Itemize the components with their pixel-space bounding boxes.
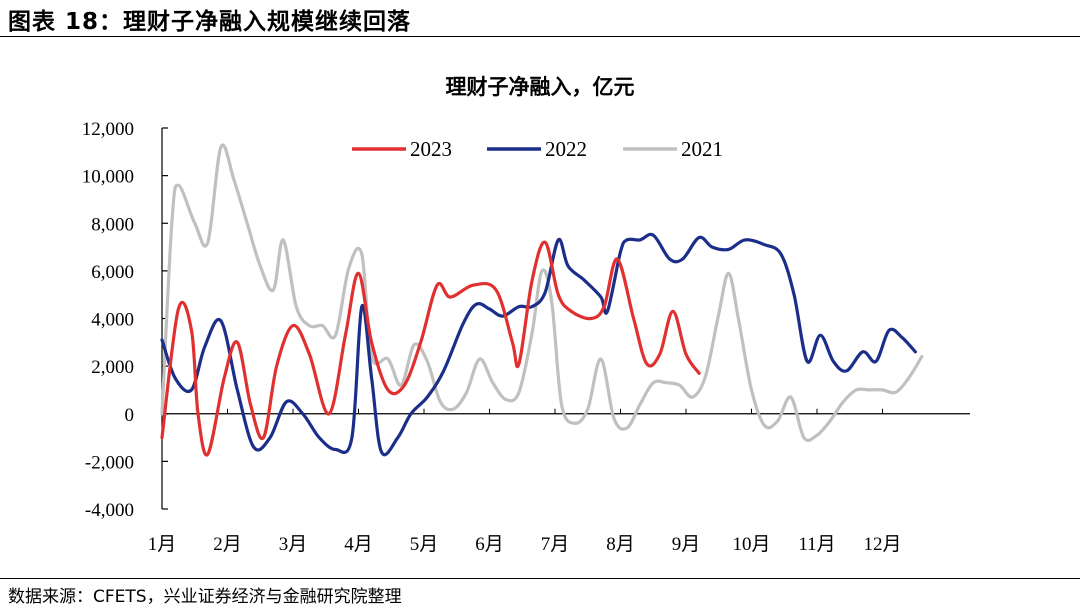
x-tick-label: 2月	[213, 534, 242, 555]
x-tick-label: 12月	[863, 534, 901, 555]
y-tick-label: 6,000	[91, 262, 134, 283]
x-tick-label: 8月	[606, 534, 635, 555]
x-tick-label: 1月	[148, 534, 177, 555]
top-divider	[0, 36, 1080, 37]
bottom-divider	[0, 578, 1080, 579]
y-tick-label: -2,000	[85, 452, 134, 473]
figure-title: 图表 18：理财子净融入规模继续回落	[8, 9, 412, 35]
legend-label-2022: 2022	[545, 137, 587, 161]
series-line-2023	[160, 240, 701, 457]
y-tick-label: 2,000	[91, 357, 134, 378]
chart-title: 理财子净融入，亿元	[446, 75, 635, 99]
x-tick-label: 7月	[541, 534, 570, 555]
series-line-2022	[160, 232, 917, 457]
x-tick-label: 5月	[410, 534, 439, 555]
x-tick-label: 6月	[475, 534, 504, 555]
chart-legend: 2023 2022 2021	[352, 137, 723, 161]
y-axis: -4,000 -2,000 0 2,000 4,000 6,000 8,000 10,000 1…	[82, 119, 168, 521]
legend-label-2021: 2021	[681, 137, 723, 161]
series-line-2021	[160, 143, 924, 442]
x-tick-label: 10月	[732, 534, 770, 555]
y-tick-label: 12,000	[82, 119, 134, 140]
line-chart: 理财子净融入，亿元 2023 2022 2021 -4,000 -2,000 0 2,00…	[82, 75, 970, 555]
x-tick-label: 9月	[672, 534, 701, 555]
y-tick-label: 4,000	[91, 310, 134, 331]
x-axis: 1月 2月 3月 4月 5月 6月 7月 8月 9月 10月 11月 12月	[148, 408, 970, 555]
y-tick-label: -4,000	[85, 500, 134, 521]
y-tick-label: 10,000	[82, 167, 134, 188]
x-tick-label: 3月	[279, 534, 308, 555]
chart-series	[160, 143, 924, 457]
y-tick-label: 8,000	[91, 214, 134, 235]
y-tick-label: 0	[125, 405, 135, 426]
x-tick-label: 11月	[798, 534, 835, 555]
legend-label-2023: 2023	[410, 137, 452, 161]
source-note: 数据来源：CFETS，兴业证券经济与金融研究院整理	[8, 587, 402, 607]
x-tick-label: 4月	[344, 534, 373, 555]
